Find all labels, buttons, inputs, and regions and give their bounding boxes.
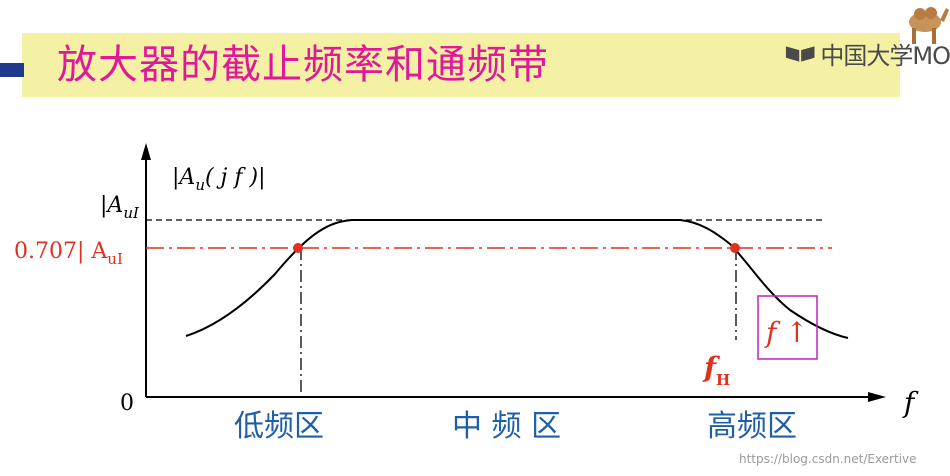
left-accent-bar (0, 63, 24, 77)
x-axis-label: f (902, 386, 919, 419)
y-axis-label: |Au( j f )| (172, 165, 266, 194)
region-low-label: 低频区 (234, 409, 324, 444)
region-mid-label: 中 频 区 (452, 409, 561, 444)
page-title: 放大器的截止频率和通频带 (57, 42, 549, 88)
watermark: https://blog.csdn.net/Exertive (739, 452, 917, 466)
full-gain-label: |AuI (100, 193, 140, 222)
camel-icon (909, 7, 949, 44)
annotation-text: f ↑ (764, 316, 809, 349)
half-power-label: 0.707| AuI (14, 239, 123, 268)
brand-logo: 中国大学MO (784, 32, 950, 74)
response-curve (185, 219, 849, 339)
region-high-label: 高频区 (707, 409, 797, 444)
book-icon (785, 46, 815, 62)
fh-label: fH (702, 351, 730, 389)
annotation-box (757, 295, 818, 360)
fl-point (293, 243, 303, 253)
title-band (22, 33, 900, 97)
origin-label: 0 (120, 391, 134, 416)
x-axis-arrow (868, 392, 886, 402)
fh-point (730, 243, 740, 253)
y-axis-arrow (141, 143, 151, 160)
brand-logo-text: 中国大学MO (820, 41, 950, 70)
